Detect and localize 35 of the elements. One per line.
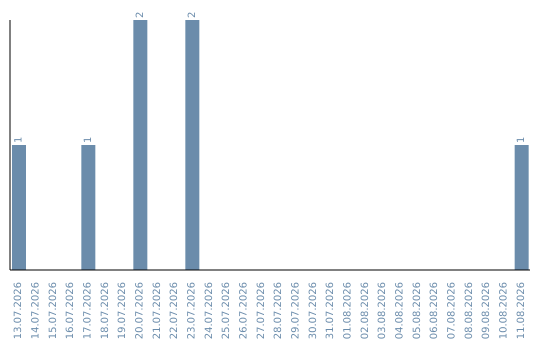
x-tick-label: 17.07.2026 bbox=[82, 282, 94, 340]
x-tick-label: 29.07.2026 bbox=[290, 282, 302, 340]
x-tick-label: 27.07.2026 bbox=[256, 282, 267, 340]
data-label: 1 bbox=[516, 136, 528, 143]
data-label: 1 bbox=[14, 136, 24, 143]
x-tick-label: 18.07.2026 bbox=[100, 282, 111, 340]
x-tick-label: 10.08.2026 bbox=[498, 282, 510, 340]
x-tick-label: 08.08.2026 bbox=[464, 282, 475, 340]
x-tick-label: 03.08.2026 bbox=[377, 282, 388, 340]
x-tick-label: 22.07.2026 bbox=[169, 282, 180, 340]
x-tick-label: 21.07.2026 bbox=[152, 282, 163, 340]
x-tick-label: 14.07.2026 bbox=[30, 282, 42, 340]
x-tick-label: 11.08.2026 bbox=[516, 282, 527, 340]
data-label: 1 bbox=[82, 136, 94, 143]
x-tick-label: 23.07.2026 bbox=[186, 282, 198, 340]
x-tick-label: 05.08.2026 bbox=[412, 282, 423, 340]
x-tick-label: 30.07.2026 bbox=[308, 282, 319, 340]
x-tick-label: 19.07.2026 bbox=[117, 282, 128, 340]
x-tick-label: 24.07.2026 bbox=[204, 282, 215, 340]
x-tick-label: 16.07.2026 bbox=[65, 282, 76, 340]
x-tick-label: 01.08.2026 bbox=[342, 282, 354, 340]
x-tick-label: 28.07.2026 bbox=[273, 282, 284, 340]
x-tick-label: 31.07.2026 bbox=[325, 282, 336, 340]
x-tick-label: 13.07.2026 bbox=[13, 282, 24, 340]
x-tick-label: 26.07.2026 bbox=[238, 282, 250, 340]
x-tick-label: 15.07.2026 bbox=[48, 282, 59, 340]
data-label: 2 bbox=[186, 12, 198, 18]
x-tick-label: 25.07.2026 bbox=[221, 282, 232, 340]
x-tick-label: 09.08.2026 bbox=[481, 282, 492, 340]
x-tick-label: 20.07.2026 bbox=[134, 282, 146, 340]
x-tick-label: 02.08.2026 bbox=[360, 282, 371, 340]
x-tick-label: 07.08.2026 bbox=[446, 282, 458, 340]
x-tick-label: 04.08.2026 bbox=[394, 282, 406, 340]
x-tick-label: 06.08.2026 bbox=[429, 282, 440, 340]
data-label: 2 bbox=[134, 12, 146, 18]
